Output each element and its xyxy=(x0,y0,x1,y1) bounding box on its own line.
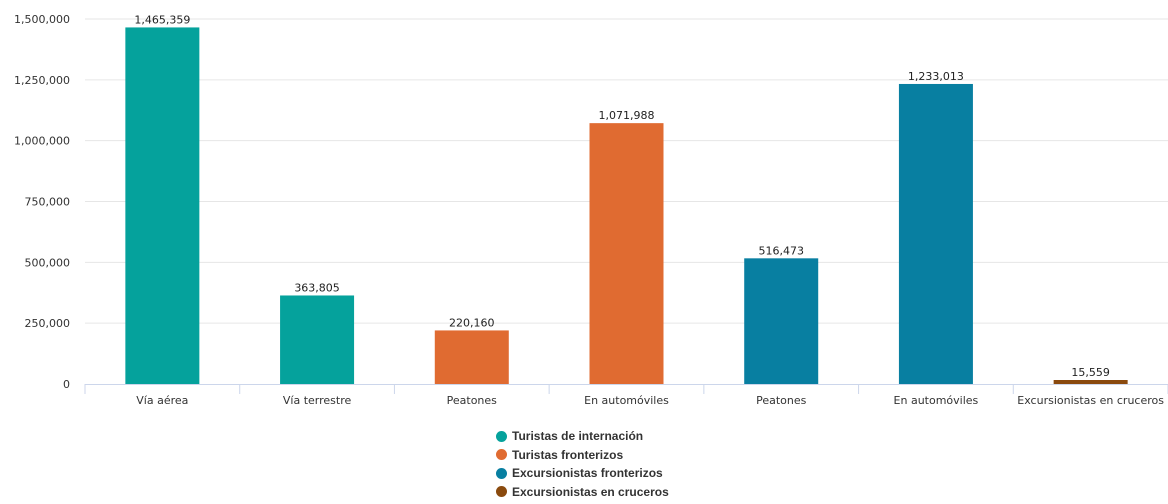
legend-item[interactable]: Turistas de internación xyxy=(496,427,669,446)
x-tick-label: En automóviles xyxy=(894,394,979,407)
legend-label: Excursionistas fronterizos xyxy=(512,466,663,481)
x-axis: Vía aérea Vía terrestre Peatones En automóv… xyxy=(84,384,1168,407)
legend-label: Turistas de internación xyxy=(512,429,644,444)
bars xyxy=(125,27,1128,385)
data-label: 516,473 xyxy=(758,244,804,257)
legend-marker xyxy=(496,449,507,461)
y-tick-label: 500,000 xyxy=(25,256,71,269)
y-tick-label: 750,000 xyxy=(25,196,71,209)
legend-marker xyxy=(496,486,507,498)
data-label: 363,805 xyxy=(294,281,340,294)
y-tick-label: 250,000 xyxy=(25,317,71,330)
legend-item[interactable]: Excursionistas en cruceros xyxy=(496,483,669,502)
legend: Turistas de internación Turistas fronteri… xyxy=(496,427,669,501)
bar xyxy=(434,330,509,384)
data-label: 1,233,013 xyxy=(908,70,964,83)
data-labels: 1,465,359 363,805 220,160 1,071,988 516,473 1… xyxy=(134,13,1110,379)
bar-chart: 0 250,000 500,000 750,000 1,000,000 1,250,000… xyxy=(14,13,1168,407)
y-tick-label: 1,000,000 xyxy=(14,135,70,148)
x-tick-label: Peatones xyxy=(756,394,807,407)
bar xyxy=(589,123,664,384)
bar xyxy=(898,83,973,385)
x-tick-label: En automóviles xyxy=(584,394,669,407)
data-label: 15,559 xyxy=(1071,366,1110,379)
data-label: 1,465,359 xyxy=(134,13,190,26)
bar xyxy=(1053,380,1128,384)
data-label: 220,160 xyxy=(449,316,495,329)
x-tick-label: Vía terrestre xyxy=(283,394,352,407)
y-tick-label: 0 xyxy=(63,378,70,391)
legend-item[interactable]: Excursionistas fronterizos xyxy=(496,464,669,483)
data-label: 1,071,988 xyxy=(599,109,655,122)
x-tick-label: Vía aérea xyxy=(136,394,188,407)
y-tick-label: 1,250,000 xyxy=(14,74,70,87)
legend-item[interactable]: Turistas fronterizos xyxy=(496,446,669,465)
legend-label: Excursionistas en cruceros xyxy=(512,484,669,499)
bar xyxy=(125,27,200,384)
y-tick-label: 1,500,000 xyxy=(14,13,70,26)
legend-marker xyxy=(496,467,507,479)
y-axis-ticks: 0 250,000 500,000 750,000 1,000,000 1,250,000… xyxy=(14,13,70,391)
x-tick-label: Peatones xyxy=(447,394,498,407)
legend-label: Turistas fronterizos xyxy=(512,447,624,462)
legend-marker xyxy=(496,430,507,442)
x-tick-label: Excursionistas en cruceros xyxy=(1017,394,1164,407)
bar xyxy=(744,258,819,384)
bar xyxy=(280,295,355,384)
